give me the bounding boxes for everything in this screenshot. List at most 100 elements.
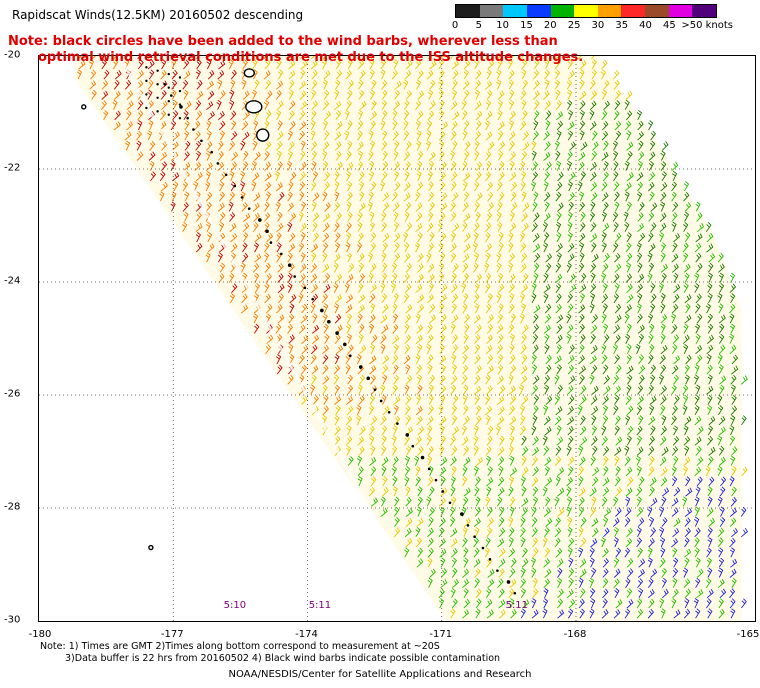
wind-barb (274, 171, 280, 182)
wind-barb (589, 374, 595, 385)
wind-barb (533, 120, 539, 131)
wind-barb (253, 120, 259, 131)
wind-barb (370, 415, 378, 426)
wind-barb (498, 171, 505, 182)
wind-barb (508, 99, 515, 110)
wind-barb (532, 466, 539, 477)
wind-barb (508, 527, 515, 538)
wind-barb (452, 395, 459, 405)
wind-barb (577, 404, 583, 416)
wind-barb (672, 567, 679, 578)
wind-barb (345, 222, 352, 232)
wind-barb (462, 578, 470, 589)
wind-barb (487, 202, 494, 212)
wind-barb (591, 476, 599, 487)
wind-barb (254, 282, 261, 293)
wind-barb (694, 496, 700, 507)
wind-barb (367, 201, 373, 212)
wind-barb (730, 405, 738, 416)
wind-barb (114, 70, 122, 80)
wind-barb (601, 436, 608, 446)
wind-barb (391, 354, 399, 365)
wind-barb (347, 384, 354, 395)
wind-barb (626, 527, 633, 538)
wind-barb (579, 334, 586, 344)
contamination-circle (163, 82, 167, 86)
wind-barb (659, 526, 665, 537)
wind-barb (427, 547, 434, 558)
wind-barb (626, 232, 632, 243)
contamination-circle (396, 422, 399, 425)
wind-barb (729, 507, 737, 517)
wind-barb (449, 150, 456, 161)
wind-barb (636, 191, 643, 202)
wind-barb (600, 69, 606, 80)
wind-barb (438, 89, 444, 100)
wind-barb (322, 232, 330, 243)
wind-barb (311, 79, 318, 90)
contamination-circle (387, 410, 391, 414)
wind-barb (475, 171, 482, 182)
wind-barb (626, 599, 634, 609)
wind-barb (648, 416, 656, 426)
wind-barb (394, 140, 400, 151)
wind-barb (381, 465, 387, 477)
wind-barb (427, 171, 433, 182)
wind-barb (648, 516, 655, 527)
wind-barb (671, 497, 679, 507)
wind-barb (346, 323, 352, 334)
wind-barb (707, 496, 713, 507)
wind-barb (602, 263, 609, 273)
wind-barb (545, 110, 552, 121)
wind-barb (601, 211, 607, 222)
wind-barb (463, 456, 471, 466)
wind-barb (370, 110, 377, 121)
wind-barb (577, 181, 583, 192)
wind-barb (439, 506, 445, 517)
wind-barb (636, 435, 643, 446)
wind-barb (683, 343, 689, 354)
wind-barb (730, 415, 736, 426)
wind-barb (439, 110, 445, 121)
wind-barb (380, 334, 387, 344)
wind-barb (147, 79, 154, 90)
wind-barb (624, 120, 632, 131)
wind-barb (671, 181, 677, 192)
contamination-circle (496, 569, 499, 572)
wind-barb (345, 436, 353, 446)
wind-barb (311, 150, 318, 161)
wind-barb (195, 232, 201, 243)
wind-barb (148, 69, 155, 80)
wind-barb (543, 90, 550, 100)
contamination-circle (233, 184, 237, 188)
wind-barb (416, 130, 422, 141)
wind-barb (555, 191, 562, 202)
wind-barb (566, 506, 572, 517)
wind-barb (601, 242, 607, 253)
wind-barb (531, 140, 537, 151)
wind-barb (345, 364, 351, 375)
wind-barb (695, 252, 702, 263)
wind-barb (451, 466, 457, 477)
wind-barb (626, 435, 632, 446)
wind-barb (637, 385, 644, 395)
wind-barb (312, 171, 319, 182)
wind-barb (344, 110, 350, 120)
wind-barb (567, 293, 573, 304)
wind-barb (428, 282, 434, 293)
wind-barb (358, 294, 366, 304)
wind-barb (545, 253, 553, 263)
wind-barb (555, 100, 562, 110)
wind-barb (683, 608, 691, 619)
wind-barb (276, 364, 283, 375)
wind-barb (136, 151, 144, 161)
wind-barb (707, 537, 713, 548)
wind-barb (589, 608, 595, 619)
wind-barb (183, 110, 189, 121)
wind-barb (382, 262, 388, 273)
wind-barb (415, 405, 423, 416)
wind-barb (731, 365, 739, 375)
wind-barb (359, 426, 366, 436)
wind-barb (542, 404, 549, 415)
wind-barb (568, 395, 575, 405)
